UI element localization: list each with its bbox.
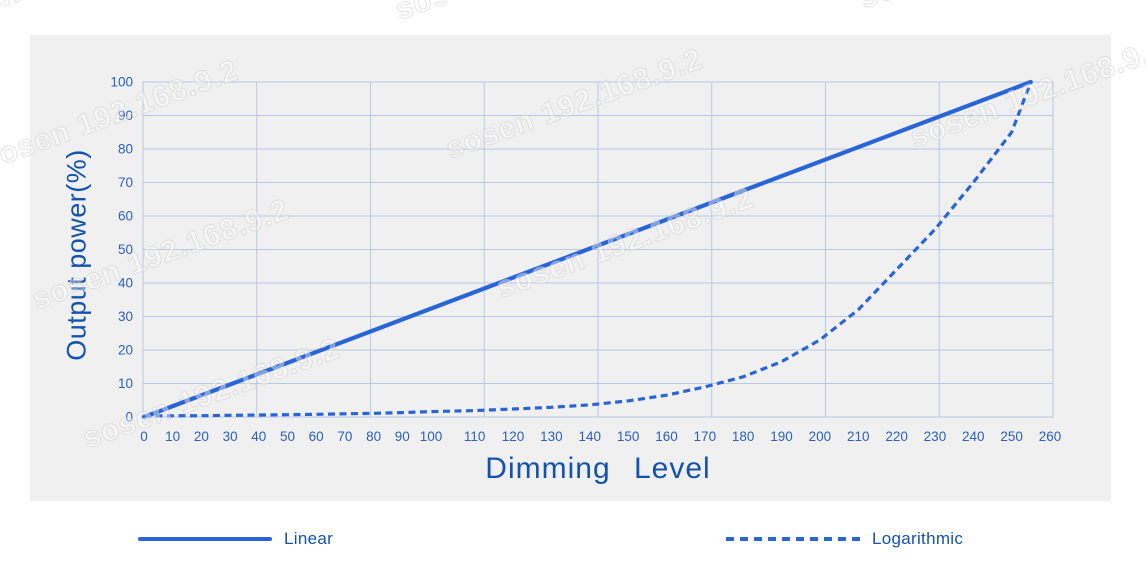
y-tick-label: 10 <box>118 376 133 391</box>
x-tick-label: 120 <box>502 429 525 444</box>
x-tick-label: 110 <box>464 429 486 444</box>
x-tick-label: 170 <box>694 429 717 444</box>
x-tick-label: 230 <box>924 429 947 444</box>
x-tick-label: 190 <box>770 429 793 444</box>
x-tick-label: 160 <box>655 429 678 444</box>
x-tick-label: 40 <box>251 429 266 444</box>
series-line-linear <box>141 79 1033 420</box>
x-tick-label: 90 <box>395 429 410 444</box>
linear-line-swatch <box>138 537 272 541</box>
x-tick-label: 0 <box>140 429 148 444</box>
y-tick-label: 100 <box>110 75 133 90</box>
legend-item-logarithmic: Logarithmic <box>726 528 963 550</box>
x-tick-label: 180 <box>732 429 755 444</box>
y-tick-label: 80 <box>118 142 133 157</box>
y-tick-label: 30 <box>118 309 133 324</box>
y-tick-label: 20 <box>118 343 133 358</box>
gridlines <box>142 81 1054 418</box>
x-tick-label: 130 <box>540 429 563 444</box>
y-tick-label: 40 <box>118 276 133 291</box>
y-tick-label: 0 <box>125 410 133 425</box>
x-tick-label: 240 <box>962 429 985 444</box>
x-tick-label: 150 <box>617 429 640 444</box>
x-tick-label: 50 <box>280 429 295 444</box>
x-tick-label: 20 <box>194 429 209 444</box>
legend-label-linear: Linear <box>284 529 334 548</box>
x-tick-label: 210 <box>847 429 870 444</box>
series-line-logarithmic <box>143 81 1033 418</box>
x-tick-label: 250 <box>1000 429 1023 444</box>
x-tick-label: 10 <box>165 429 180 444</box>
x-tick-label: 70 <box>337 429 352 444</box>
y-tick-label: 70 <box>118 175 133 190</box>
x-tick-label: 220 <box>885 429 908 444</box>
y-axis-title: Output power(%) <box>61 149 92 361</box>
legend-label-logarithmic: Logarithmic <box>872 529 964 548</box>
x-tick-label: 100 <box>420 429 443 444</box>
y-tick-label: 60 <box>118 209 133 224</box>
x-tick-label: 260 <box>1039 429 1062 444</box>
y-tick-label: 90 <box>118 108 133 123</box>
plot-border <box>142 81 1054 418</box>
x-tick-label: 60 <box>309 429 324 444</box>
x-axis-title: Dimming Level <box>485 452 711 485</box>
chart-panel-background <box>30 35 1111 501</box>
legend-item-linear: Linear <box>138 528 333 550</box>
logarithmic-line-swatch <box>726 537 860 541</box>
x-tick-label: 140 <box>578 429 601 444</box>
x-tick-label: 80 <box>366 429 381 444</box>
x-tick-label: 30 <box>223 429 238 444</box>
x-tick-label: 200 <box>809 429 832 444</box>
y-tick-label: 50 <box>118 242 133 257</box>
